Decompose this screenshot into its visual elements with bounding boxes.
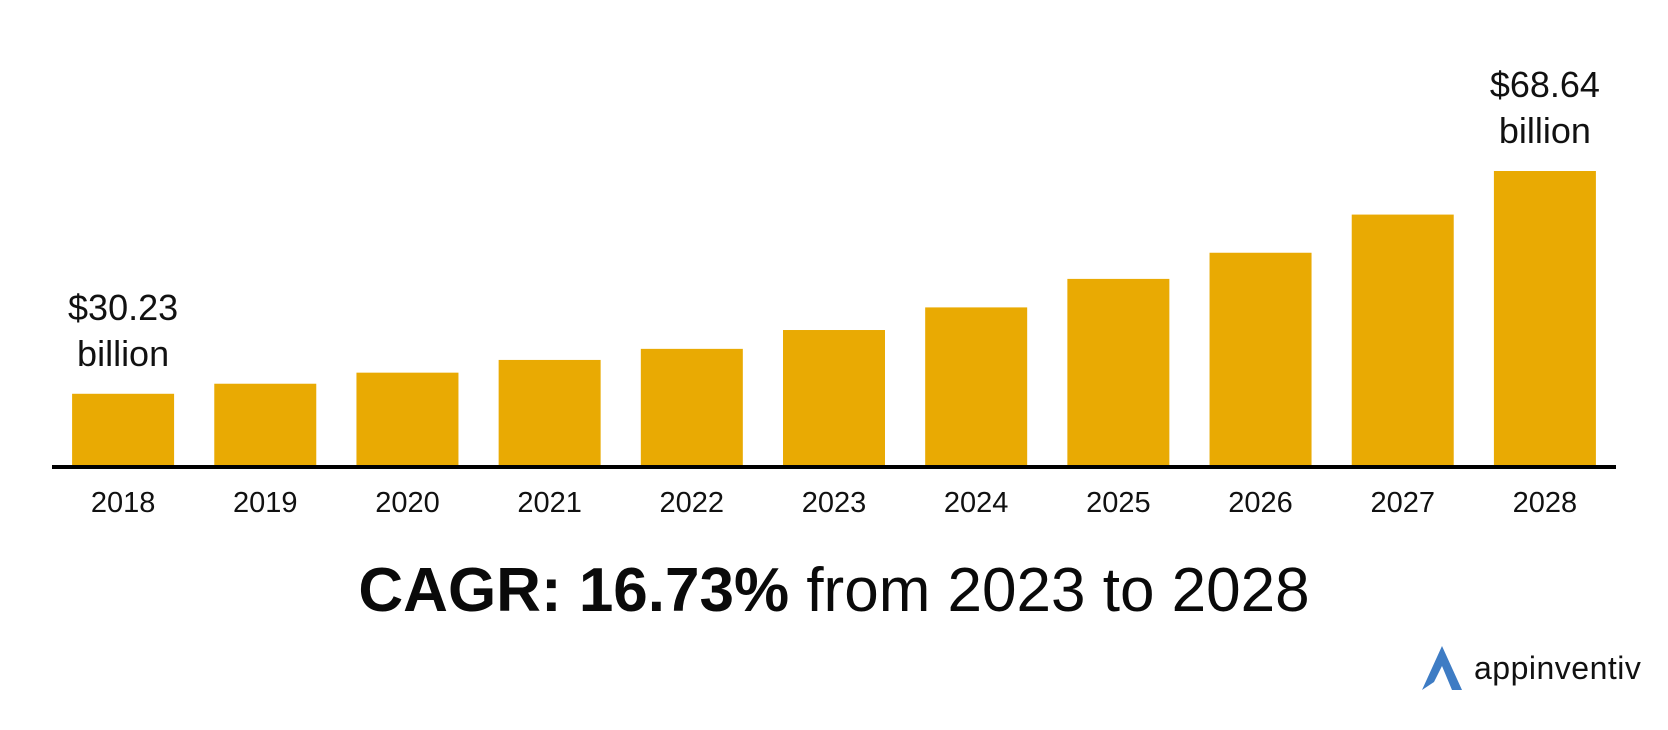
data-label-2028-line2: billion [1499,110,1591,151]
x-tick-2023: 2023 [802,487,867,519]
bar-2023 [783,330,885,465]
brand-name: appinventiv [1474,649,1642,686]
brand-logo: appinventiv [1416,640,1641,696]
bar-2019 [214,383,317,465]
x-tick-2027: 2027 [1370,487,1435,519]
cagr-caption-bold: CAGR: 16.73% [358,556,790,625]
bar-2022 [640,348,743,465]
x-tick-2028: 2028 [1513,487,1578,519]
appinventiv-logo-icon [1422,646,1462,690]
x-tick-2025: 2025 [1086,487,1151,519]
data-label-2028-line1: $68.64 [1490,64,1600,105]
x-tick-labels: 2018 2019 2020 2021 2022 2023 2024 2025 2026 2027… [91,487,1577,519]
x-tick-2018: 2018 [91,487,156,519]
bar-2028 [1493,171,1596,465]
data-label-2018-line2: billion [77,333,169,374]
bar-chart: 2018 2019 2020 2021 2022 2023 2024 2025 2026 2027… [52,64,1616,519]
bar-2021 [498,359,601,465]
data-labels: $30.23 billion $68.64 billion [68,64,1600,374]
x-tick-2024: 2024 [944,487,1009,519]
bar-2025 [1067,278,1170,465]
bar-2024 [925,307,1028,465]
bar-2018 [72,393,175,465]
bar-2027 [1351,214,1454,465]
cagr-caption-rest: from 2023 to 2028 [789,556,1310,625]
data-label-2018-line1: $30.23 [68,287,178,328]
bar-2020 [356,372,459,465]
cagr-caption: CAGR: 16.73% from 2023 to 2028 [0,555,1668,626]
x-tick-2026: 2026 [1228,487,1293,519]
x-tick-2020: 2020 [375,487,440,519]
bars-group [72,171,1596,465]
x-tick-2021: 2021 [517,487,582,519]
x-tick-2022: 2022 [660,487,725,519]
bar-2026 [1209,252,1312,465]
x-tick-2019: 2019 [233,487,298,519]
